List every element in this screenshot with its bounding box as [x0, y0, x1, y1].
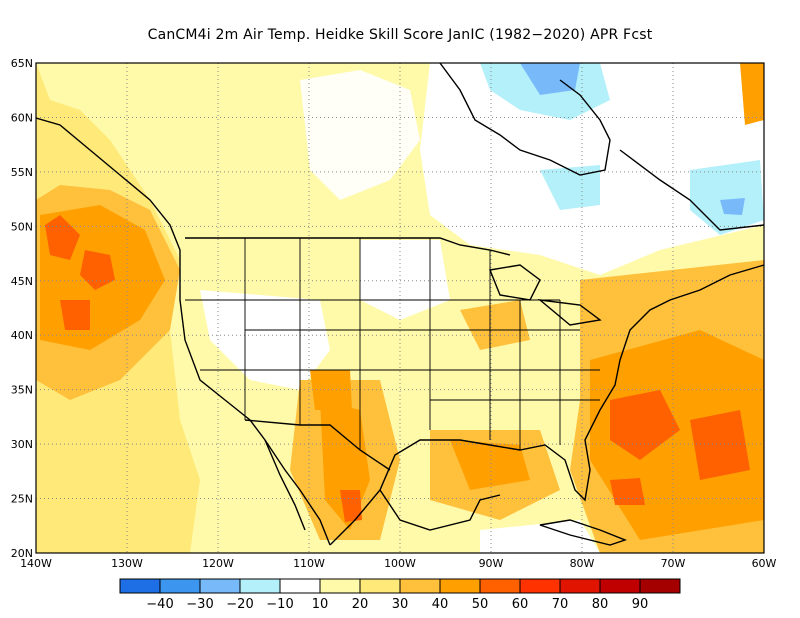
pacific-red-3: [60, 300, 90, 330]
atlantic-red-3: [610, 478, 645, 505]
cuba-outline: [539, 519, 628, 546]
lat-tick-label: 55N: [11, 166, 33, 179]
lat-tick-label: 30N: [11, 438, 33, 451]
lon-tick-label: 90W: [479, 557, 504, 570]
lat-tick-label: 20N: [11, 547, 33, 560]
atlantic-red-2: [690, 410, 750, 480]
colorbar-swatch: [359, 578, 401, 594]
baja-coastline: [264, 439, 306, 531]
labrador-deep: [720, 198, 745, 215]
lat-tick-label: 25N: [11, 493, 33, 506]
colorbar-swatch: [199, 578, 241, 594]
us-mexico-border: [244, 419, 391, 471]
west-canada-white: [300, 70, 420, 200]
hudson-blue-2: [520, 63, 580, 95]
state-borders: [185, 238, 600, 450]
lat-tick-label: 50N: [11, 220, 33, 233]
colorbar-swatch: [399, 578, 441, 594]
latitude-labels: 65N 60N 55N 50N 45N 40N 35N 30N 25N 20N: [11, 57, 33, 560]
colorbar-swatch: [639, 578, 681, 594]
colorbar-swatch: [559, 578, 601, 594]
lon-tick-label: 60W: [752, 557, 777, 570]
lat-tick-label: 45N: [11, 275, 33, 288]
caribbean-white: [480, 520, 600, 553]
lon-tick-label: 130W: [111, 557, 143, 570]
colorbar-swatch: [279, 578, 321, 594]
pacific-red: [45, 215, 80, 260]
colorbar-swatch: [119, 578, 161, 594]
colorbar-label: 90: [632, 597, 649, 612]
gulf-dark: [450, 440, 530, 490]
lon-tick-label: 70W: [661, 557, 686, 570]
colorbar-swatch: [519, 578, 561, 594]
mexico-red: [340, 490, 362, 522]
colorbar-label: 10: [312, 597, 329, 612]
colorbar-swatch: [479, 578, 521, 594]
colorbar-label: 20: [352, 597, 369, 612]
colorbar-label: 40: [432, 597, 449, 612]
hudson-bay-outline: [439, 63, 611, 176]
colorbar-swatch: [319, 578, 361, 594]
atlantic-red: [610, 390, 680, 460]
yucatan-coastline: [379, 489, 501, 531]
lon-tick-label: 100W: [384, 557, 416, 570]
labrador-blue: [690, 160, 764, 235]
colorbar-label: 60: [512, 597, 529, 612]
skill-field: [36, 63, 764, 553]
lat-tick-label: 40N: [11, 329, 33, 342]
colorbar-label: 50: [472, 597, 489, 612]
colorbar-label: −10: [266, 597, 293, 612]
lon-tick-label: 120W: [202, 557, 234, 570]
colorbar-label: −40: [146, 597, 173, 612]
gulf-coastline: [329, 264, 764, 546]
colorbar-label: 30: [392, 597, 409, 612]
gridlines: [36, 63, 764, 553]
ne-atlantic-orange: [740, 63, 764, 125]
colorbar-swatch: [239, 578, 281, 594]
chart-title: CanCM4i 2m Air Temp. Heidke Skill Score …: [147, 27, 653, 43]
canada-us-border: [185, 237, 511, 256]
midwest-orange: [460, 300, 530, 350]
colorbar-label: −20: [226, 597, 253, 612]
west-us-white: [200, 290, 330, 390]
colorbar-swatch: [599, 578, 641, 594]
colorbar-label: −30: [186, 597, 213, 612]
lon-tick-label: 80W: [570, 557, 595, 570]
colorbar-swatch: [159, 578, 201, 594]
lat-tick-label: 35N: [11, 384, 33, 397]
labrador-coast: [619, 149, 764, 231]
map-frame: [35, 62, 765, 554]
colorbar-swatch: [439, 578, 481, 594]
longitude-labels: 140W 130W 120W 110W 100W 90W 80W 70W 60W: [20, 557, 776, 570]
colorbar-label: 80: [592, 597, 609, 612]
lon-tick-label: 140W: [20, 557, 52, 570]
southwest-orange: [310, 370, 352, 410]
lat-tick-label: 65N: [11, 57, 33, 70]
lon-tick-label: 110W: [293, 557, 325, 570]
lat-tick-label: 60N: [11, 111, 33, 124]
quebec-blue: [540, 165, 600, 210]
colorbar: −40 −30 −20 −10 10 20 30 40 50 60 70 80 90: [119, 578, 681, 612]
pacific-coastline: [36, 117, 331, 546]
colorbar-label: 70: [552, 597, 569, 612]
pacific-red-2: [80, 250, 115, 290]
